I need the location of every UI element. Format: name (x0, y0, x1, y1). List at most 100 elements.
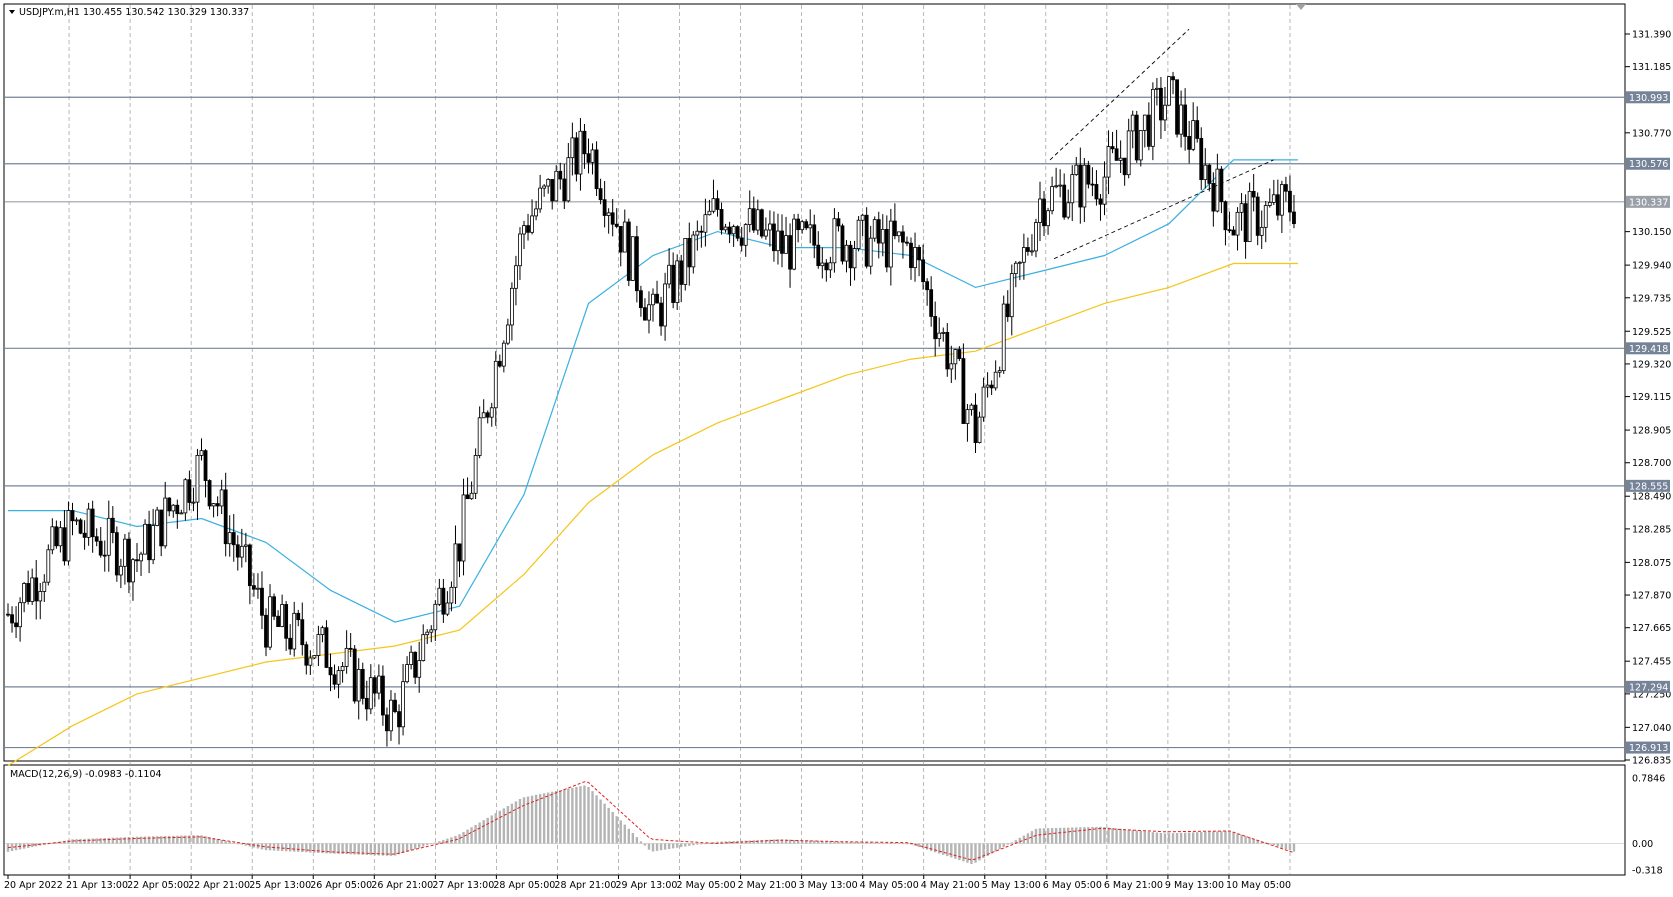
macd-histogram-bar (1135, 830, 1138, 844)
candle-body (1155, 87, 1159, 90)
macd-histogram-bar (422, 843, 425, 847)
macd-histogram-bar (168, 835, 171, 844)
macd-histogram-bar (139, 836, 143, 844)
macd-histogram-bar (530, 795, 534, 844)
macd-histogram-bar (986, 843, 989, 856)
macd-histogram-bar (929, 843, 933, 851)
candle-body (151, 525, 156, 561)
macd-histogram-bar (704, 843, 707, 845)
macd-histogram-bar (1276, 843, 1280, 847)
candle-body (457, 543, 462, 562)
trend-upper-line[interactable] (1049, 28, 1190, 161)
candle-body (1239, 203, 1244, 213)
candle-body (477, 417, 482, 456)
candle-body (1175, 79, 1179, 135)
macd-histogram-bar (1284, 843, 1288, 850)
macd-histogram-bar (627, 828, 631, 844)
macd-histogram-bar (1224, 831, 1227, 844)
macd-histogram-bar (825, 841, 828, 844)
candle-body (227, 532, 232, 545)
macd-histogram-bar (1119, 828, 1122, 844)
macd-histogram-bar (623, 824, 626, 844)
macd-histogram-bar (1175, 832, 1179, 844)
macd-histogram-bar (974, 843, 977, 863)
macd-histogram-bar (688, 843, 691, 846)
candle-body (1098, 198, 1103, 205)
candle-body (1021, 247, 1026, 263)
candle-body (703, 214, 708, 233)
dropdown-triangle-icon[interactable] (9, 10, 15, 14)
shift-marker-icon[interactable] (1296, 4, 1306, 10)
candle-body (102, 554, 107, 557)
level-price-label: 126.913 (1629, 743, 1668, 754)
macd-histogram-bar (184, 835, 187, 844)
candle-body (1207, 164, 1212, 184)
macd-histogram-bar (619, 820, 622, 844)
candle-body (6, 613, 10, 616)
macd-histogram-bar (857, 842, 860, 844)
candle-body (239, 545, 244, 558)
macd-histogram-bar (542, 793, 546, 844)
macd-histogram-bar (1099, 826, 1102, 844)
candle-body (514, 265, 518, 289)
candle-body (453, 543, 458, 588)
macd-histogram-bar (1087, 827, 1090, 844)
macd-histogram-bar (240, 843, 244, 845)
macd-histogram-bar (1050, 828, 1054, 844)
grid (68, 5, 1630, 874)
candle-body (1066, 202, 1071, 218)
candle-body (1038, 198, 1042, 223)
candle-body (1142, 114, 1147, 131)
macd-histogram-bar (232, 842, 235, 844)
macd-histogram-bar (1062, 827, 1066, 844)
candle-body (328, 667, 333, 676)
macd-histogram-bar (901, 843, 905, 845)
macd-histogram-bar (389, 843, 393, 856)
macd-histogram-bar (1127, 829, 1130, 844)
candle-body (332, 674, 337, 685)
macd-histogram-bar (950, 843, 953, 858)
price-pane-frame (3, 3, 1626, 762)
level-price-tag (1626, 342, 1670, 355)
macd-histogram-bar (1216, 831, 1219, 844)
macd-histogram-bar (95, 838, 98, 844)
trend-lower-line[interactable] (1053, 159, 1274, 260)
candle-body (727, 226, 732, 235)
candle-body (74, 519, 79, 522)
time-tick-label: 3 May 13:00 (799, 880, 858, 891)
macd-histogram-bar (1212, 831, 1215, 844)
candle-body (18, 602, 22, 628)
candle-body (763, 229, 768, 237)
candle-body (1219, 168, 1224, 203)
candle-body (602, 199, 607, 216)
macd-histogram-bar (490, 815, 493, 844)
macd-histogram-bar (305, 843, 308, 853)
candle-body (195, 454, 200, 503)
macd-histogram-bar (559, 790, 562, 844)
macd-histogram-bar (220, 839, 223, 844)
candle-body (937, 332, 942, 340)
candle-body (792, 218, 796, 270)
candle-body (671, 264, 676, 303)
macd-histogram-bar (99, 838, 102, 844)
candle-body (171, 504, 176, 512)
macd-histogram-bar (1002, 843, 1005, 847)
price-tick-label: 129.940 (1632, 261, 1671, 272)
macd-histogram-bar (224, 840, 227, 844)
macd-histogram-bar (776, 839, 780, 844)
macd-histogram-bar (30, 843, 34, 848)
candle-body (780, 230, 784, 254)
time-tick-label: 21 Apr 13:00 (66, 880, 128, 891)
candle-body (417, 660, 422, 678)
macd-histogram-bar (526, 796, 530, 844)
candle-body (1179, 104, 1183, 135)
candle-body (304, 644, 309, 666)
macd-histogram-bar (970, 843, 973, 864)
candle-body (1263, 205, 1268, 228)
macd-histogram-bar (990, 843, 993, 854)
candle-body (961, 358, 966, 424)
candle-body (743, 224, 748, 246)
candle-body (659, 302, 663, 327)
macd-histogram-bar (510, 803, 514, 844)
